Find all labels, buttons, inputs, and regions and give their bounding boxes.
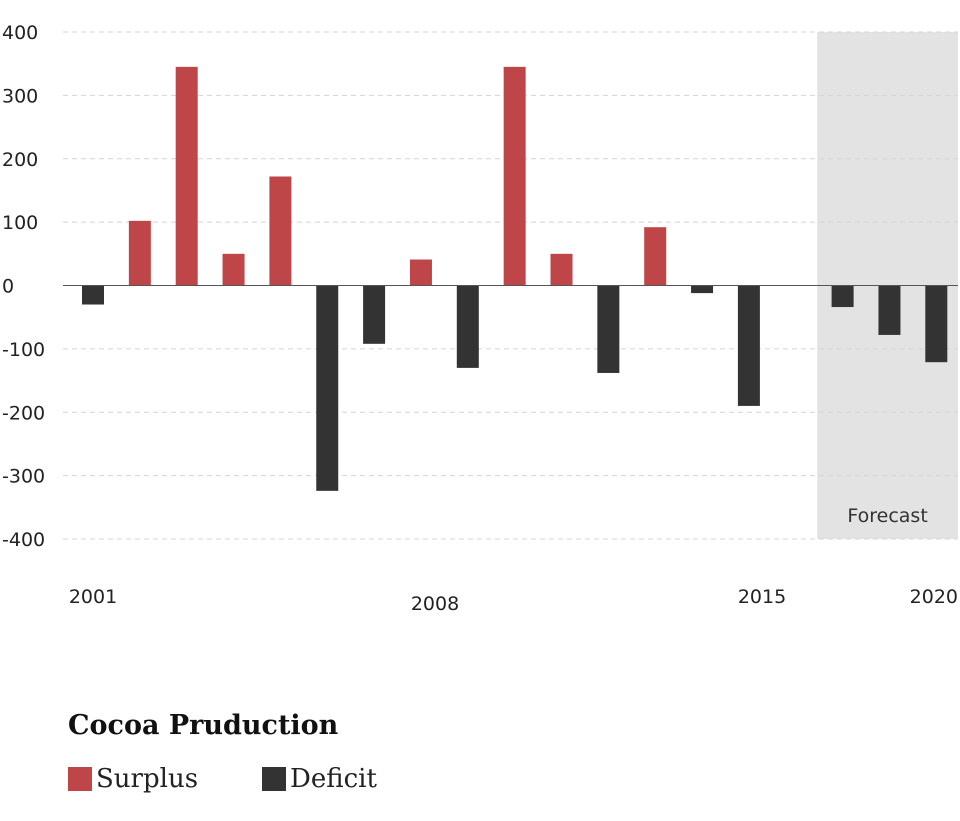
bar-surplus-2008 xyxy=(409,259,432,286)
y-tick-label: 100 xyxy=(2,212,38,234)
legend: Surplus Deficit xyxy=(68,764,441,794)
bar-surplus-2005 xyxy=(269,176,292,286)
bar-surplus-2011 xyxy=(550,253,573,286)
legend-label-deficit: Deficit xyxy=(290,764,377,794)
y-tick-label: -200 xyxy=(2,402,45,424)
x-tick-label: 2020 xyxy=(910,586,958,608)
y-tick-label: -300 xyxy=(2,466,45,488)
bar-deficit-2018 xyxy=(878,285,901,335)
bar-deficit-2019 xyxy=(925,285,948,363)
y-tick-label: 200 xyxy=(2,149,38,171)
bar-surplus-2013 xyxy=(644,227,667,286)
deficit-swatch xyxy=(262,767,287,791)
legend-title: Cocoa Pruduction xyxy=(68,710,339,741)
bar-deficit-2001 xyxy=(82,285,104,305)
legend-item-surplus: Surplus xyxy=(68,764,198,794)
y-tick-label: -100 xyxy=(2,339,45,361)
y-tick-label: 300 xyxy=(2,85,38,107)
bar-deficit-2012 xyxy=(597,285,620,373)
bar-deficit-2014 xyxy=(691,285,714,294)
bar-deficit-2006 xyxy=(316,285,339,491)
bar-deficit-2017 xyxy=(831,285,854,308)
legend-item-deficit: Deficit xyxy=(262,764,377,794)
x-tick-label: 2001 xyxy=(69,586,117,608)
y-tick-label: 0 xyxy=(2,276,14,298)
x-axis: 2001 2008 2015 2020 xyxy=(69,586,958,615)
bar-surplus-2003 xyxy=(175,66,198,286)
legend-label-surplus: Surplus xyxy=(96,764,199,794)
bar-surplus-2004 xyxy=(222,253,245,286)
bar-surplus-2002 xyxy=(128,220,151,286)
bars xyxy=(82,66,948,491)
bar-surplus-2010 xyxy=(503,66,526,286)
bar-deficit-2007 xyxy=(363,285,386,344)
surplus-swatch xyxy=(68,767,92,791)
y-axis: 400 300 200 100 0 -100 -200 -300 -400 xyxy=(2,22,45,551)
y-tick-label: -400 xyxy=(2,529,45,551)
x-tick-label: 2015 xyxy=(738,586,786,608)
y-tick-label: 400 xyxy=(2,22,38,44)
bar-deficit-2009 xyxy=(456,285,479,368)
x-tick-label: 2008 xyxy=(411,593,459,615)
forecast-label: Forecast xyxy=(847,505,927,527)
bar-deficit-2015 xyxy=(737,285,760,406)
